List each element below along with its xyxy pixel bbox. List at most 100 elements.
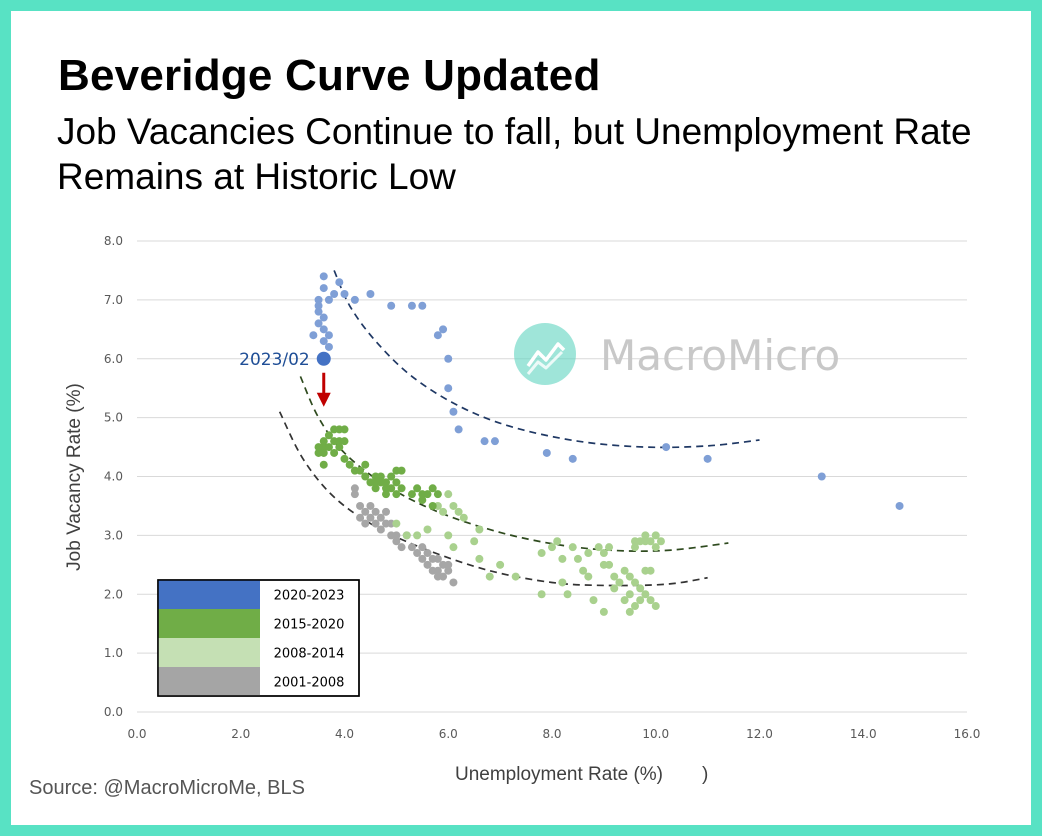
x-axis-label-suffix: ) <box>702 764 708 785</box>
data-point <box>662 443 671 452</box>
data-point <box>625 607 634 616</box>
data-point <box>444 566 453 575</box>
y-tick-label: 5.0 <box>104 411 123 425</box>
data-point <box>641 590 650 599</box>
data-point <box>340 437 349 446</box>
data-point <box>444 354 453 363</box>
data-point <box>387 472 396 481</box>
data-point <box>314 301 323 310</box>
data-point <box>439 507 448 516</box>
x-tick-label: 14.0 <box>850 727 877 741</box>
data-point <box>817 472 826 481</box>
data-point <box>579 566 588 575</box>
data-point <box>599 607 608 616</box>
source-note: Source: @MacroMicroMe, BLS <box>29 777 305 799</box>
data-point <box>413 484 422 493</box>
data-point <box>433 572 442 581</box>
data-point <box>345 460 354 469</box>
data-point <box>433 566 442 575</box>
data-point <box>459 513 468 522</box>
data-point <box>330 289 339 298</box>
data-point <box>319 460 328 469</box>
legend-label: 2001-2008 <box>274 676 345 691</box>
data-point <box>584 572 593 581</box>
data-point <box>314 307 323 316</box>
data-point <box>631 602 639 611</box>
data-point <box>428 501 437 510</box>
data-point <box>340 289 349 298</box>
data-point <box>324 431 333 440</box>
data-point <box>340 454 349 463</box>
data-point <box>366 501 375 510</box>
annotation-layer: 2023/02 <box>239 350 331 407</box>
data-point <box>371 519 380 528</box>
data-point <box>485 572 494 581</box>
data-point <box>594 543 603 552</box>
data-point <box>553 537 562 546</box>
data-point <box>418 490 427 499</box>
data-point <box>392 490 401 499</box>
x-tick-label: 16.0 <box>954 727 981 741</box>
data-point <box>371 478 380 487</box>
data-point <box>423 560 432 569</box>
data-point <box>376 525 385 534</box>
down-arrow-icon <box>316 392 331 407</box>
data-point <box>428 484 437 493</box>
data-point <box>651 602 660 611</box>
data-point <box>615 578 624 587</box>
data-point <box>335 278 344 287</box>
series-2008-2014 <box>392 490 665 616</box>
data-point <box>361 472 370 481</box>
data-point <box>314 319 323 328</box>
data-point <box>382 490 390 499</box>
data-point <box>444 384 453 393</box>
x-tick-label: 12.0 <box>746 727 773 741</box>
y-axis-label: Job Vacancy Rate (%) <box>64 383 85 571</box>
data-point <box>335 443 344 452</box>
data-point <box>371 484 380 493</box>
data-point <box>324 331 333 340</box>
data-point <box>439 325 448 334</box>
data-point <box>631 537 639 546</box>
data-point <box>433 490 442 499</box>
data-point <box>407 543 416 552</box>
grid-layer <box>137 240 967 713</box>
data-point <box>490 437 499 446</box>
data-point <box>376 472 385 481</box>
data-point <box>895 501 904 510</box>
data-point <box>319 437 328 446</box>
data-point <box>418 496 427 505</box>
legend-border <box>157 579 360 697</box>
annotation-marker <box>316 351 331 366</box>
watermark-text: MacroMicro <box>600 331 840 380</box>
series-2001-2008 <box>350 484 458 587</box>
data-point <box>636 596 645 605</box>
trendline-2020-2023 <box>333 270 760 449</box>
data-point <box>392 537 401 546</box>
data-point <box>350 484 359 493</box>
data-point <box>651 543 660 552</box>
data-point <box>620 596 629 605</box>
series-2015-2020 <box>314 425 442 510</box>
data-point <box>475 525 484 534</box>
data-point <box>376 513 385 522</box>
data-point <box>625 590 634 599</box>
data-point <box>418 554 427 563</box>
data-point <box>537 549 546 558</box>
series-2020-2023 <box>309 272 904 510</box>
data-point <box>319 313 328 322</box>
legend: 2020-2023 2015-2020 2008-2014 2001-2008 <box>157 579 360 697</box>
data-point <box>480 437 489 446</box>
legend-swatch <box>158 609 260 638</box>
data-point <box>407 301 416 310</box>
y-tick-label: 1.0 <box>104 646 123 660</box>
data-point <box>413 531 422 540</box>
y-tick-label: 0.0 <box>104 705 123 719</box>
data-point <box>631 578 639 587</box>
macromicro-logo-icon <box>514 323 576 385</box>
data-point <box>636 584 645 593</box>
data-point <box>656 537 665 546</box>
data-point <box>324 342 333 351</box>
data-point <box>599 549 608 558</box>
